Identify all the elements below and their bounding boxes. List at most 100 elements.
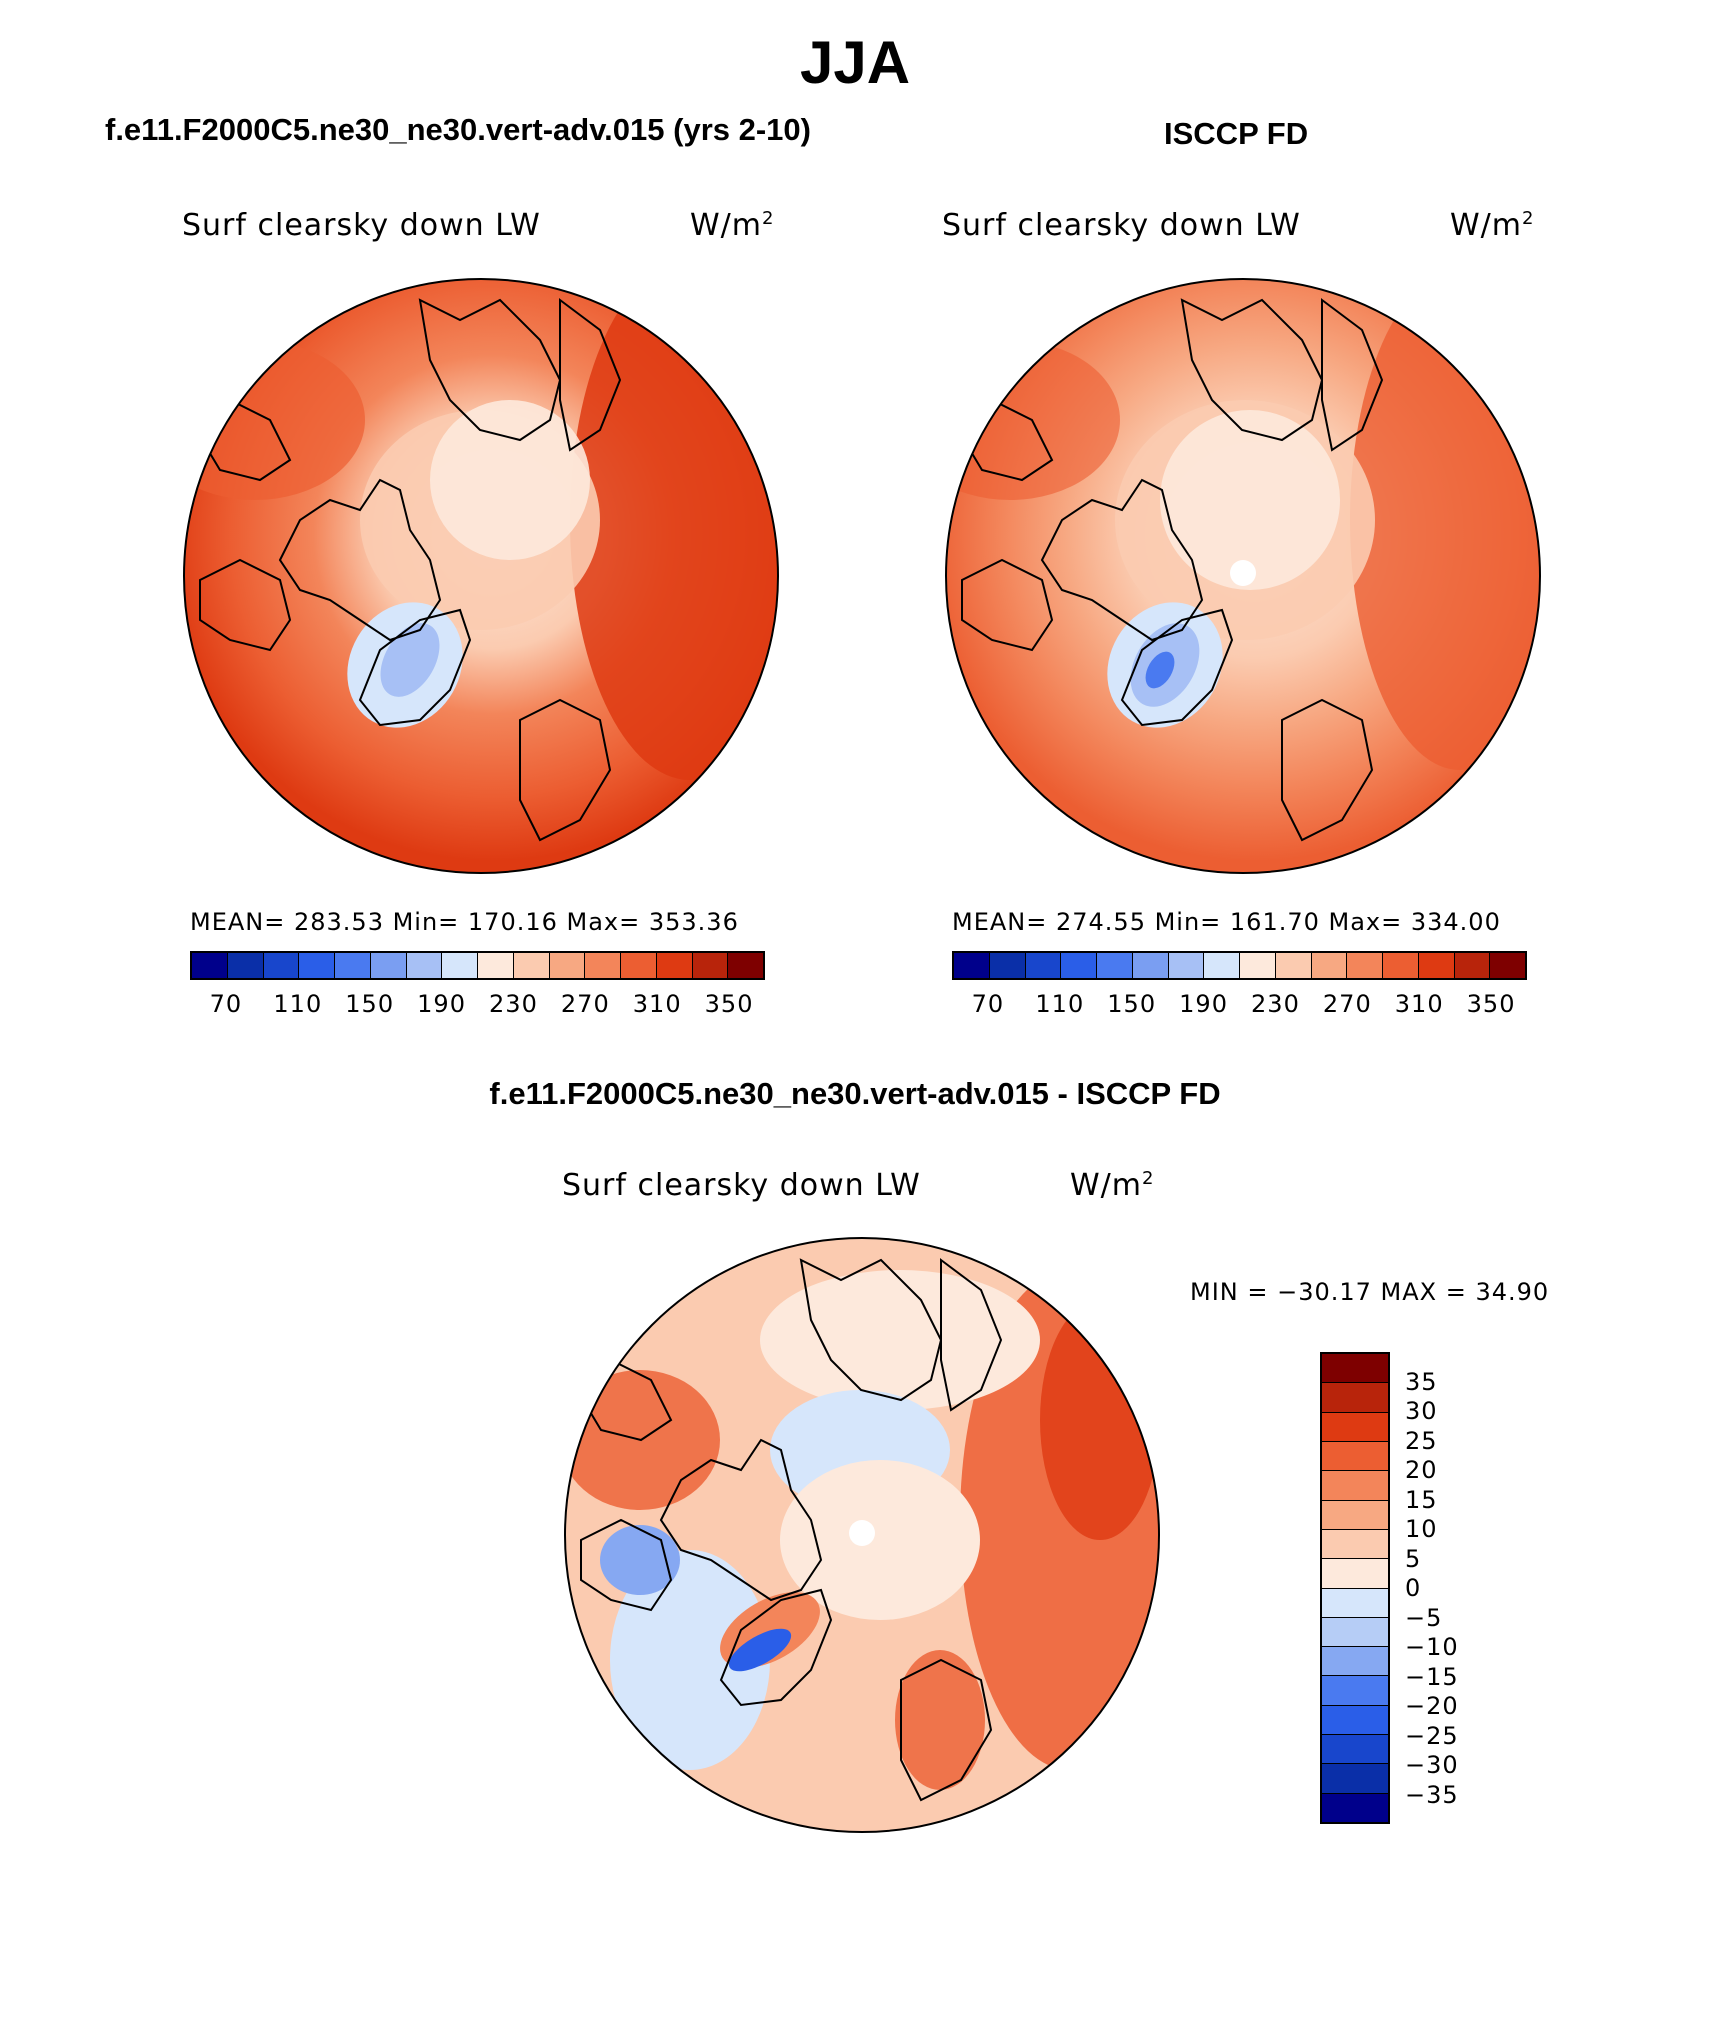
diff-colorbar-ticks: 35 30 25 20 15 10 5 0 −5 −10 −15 −20 −25 −30 −35 bbox=[1405, 1352, 1485, 1824]
colorbar-cell bbox=[728, 953, 763, 978]
colorbar-cell bbox=[1322, 1500, 1388, 1530]
page-title: JJA bbox=[799, 29, 911, 96]
diff-panel-title: f.e11.F2000C5.ne30_ne30.vert-adv.015 - I… bbox=[489, 1076, 1221, 1111]
obs-units-label: W/m2 bbox=[1450, 208, 1535, 243]
colorbar-tick-label: 270 bbox=[560, 990, 610, 1018]
colorbar-cell bbox=[1311, 953, 1348, 978]
colorbar-tick-label: 270 bbox=[1322, 990, 1372, 1018]
model-greenland-coast bbox=[358, 608, 472, 727]
colorbar-cell bbox=[227, 953, 264, 978]
colorbar-cell bbox=[1322, 1705, 1388, 1736]
model-stats: MEAN= 283.53 Min= 170.16 Max= 353.36 bbox=[190, 908, 739, 936]
colorbar-tick-label: −30 bbox=[1405, 1751, 1459, 1779]
colorbar-cell bbox=[989, 953, 1026, 978]
colorbar-cell bbox=[1322, 1529, 1388, 1560]
colorbar-tick-label: −10 bbox=[1405, 1633, 1459, 1661]
model-variable-label: Surf clearsky down LW bbox=[182, 208, 541, 243]
colorbar-tick-label: 35 bbox=[1405, 1367, 1438, 1396]
obs-colorbar bbox=[952, 951, 1527, 980]
diff-stats: MIN = −30.17 MAX = 34.90 bbox=[1190, 1278, 1550, 1306]
colorbar-cell bbox=[442, 953, 478, 978]
obs-colorbar-ticks: 70 110 150 190 230 270 310 350 bbox=[952, 990, 1527, 1020]
obs-greenland-cold bbox=[1107, 602, 1223, 728]
colorbar-cell bbox=[1418, 953, 1455, 978]
model-colorbar bbox=[190, 951, 765, 980]
obs-map-border bbox=[945, 278, 1541, 874]
colorbar-cell bbox=[954, 953, 990, 978]
colorbar-tick-label: 20 bbox=[1405, 1456, 1438, 1484]
colorbar-tick-label: −15 bbox=[1405, 1662, 1459, 1691]
colorbar-cell bbox=[656, 953, 693, 978]
colorbar-cell bbox=[1275, 953, 1312, 978]
colorbar-tick-label: 110 bbox=[273, 990, 323, 1018]
colorbar-cell bbox=[692, 953, 729, 978]
colorbar-cell bbox=[1322, 1354, 1388, 1384]
colorbar-cell bbox=[1025, 953, 1062, 978]
diff-positive-region bbox=[960, 1270, 1159, 1770]
colorbar-tick-label: 190 bbox=[417, 990, 466, 1018]
obs-warm-region bbox=[1350, 279, 1540, 770]
colorbar-cell bbox=[1322, 1383, 1388, 1413]
colorbar-cell bbox=[299, 953, 335, 978]
colorbar-cell bbox=[513, 953, 550, 978]
model-units-label: W/m2 bbox=[690, 208, 775, 243]
model-colorbar-ticks: 70 110 150 190 230 270 310 350 bbox=[190, 990, 765, 1020]
model-map-border bbox=[183, 278, 779, 874]
colorbar-tick-label: 110 bbox=[1035, 990, 1085, 1018]
model-warm-region bbox=[570, 279, 778, 780]
model-panel-title: f.e11.F2000C5.ne30_ne30.vert-adv.015 (yr… bbox=[105, 112, 811, 147]
colorbar-cell bbox=[1204, 953, 1240, 978]
colorbar-tick-label: 70 bbox=[971, 990, 1005, 1018]
colorbar-cell bbox=[1322, 1764, 1388, 1794]
colorbar-cell bbox=[585, 953, 621, 978]
obs-pole-missing bbox=[1230, 560, 1256, 586]
model-canadian-archipelago bbox=[278, 478, 442, 642]
colorbar-tick-label: −5 bbox=[1405, 1603, 1443, 1632]
model-scandinavia-coast bbox=[519, 698, 612, 842]
colorbar-tick-label: 190 bbox=[1179, 990, 1228, 1018]
model-greenland-cold bbox=[347, 602, 463, 728]
diff-pole-missing bbox=[849, 1520, 875, 1546]
colorbar-cell bbox=[1322, 1617, 1388, 1648]
diff-map-border bbox=[564, 1237, 1160, 1833]
colorbar-cell bbox=[335, 953, 371, 978]
colorbar-cell bbox=[1322, 1676, 1388, 1706]
diff-colorbar bbox=[1320, 1352, 1390, 1824]
colorbar-tick-label: 350 bbox=[1466, 990, 1516, 1018]
obs-panel-title: ISCCP FD bbox=[1164, 116, 1309, 151]
colorbar-cell bbox=[192, 953, 228, 978]
colorbar-tick-label: 310 bbox=[632, 990, 682, 1018]
colorbar-cell bbox=[1240, 953, 1276, 978]
colorbar-cell bbox=[1097, 953, 1133, 978]
colorbar-tick-label: 5 bbox=[1405, 1544, 1422, 1573]
colorbar-tick-label: 70 bbox=[209, 990, 243, 1018]
colorbar-cell bbox=[1322, 1559, 1388, 1589]
colorbar-cell bbox=[406, 953, 443, 978]
colorbar-cell bbox=[263, 953, 300, 978]
model-siberia-coast bbox=[418, 298, 562, 442]
diff-variable-label: Surf clearsky down LW bbox=[562, 1168, 921, 1203]
colorbar-cell bbox=[1322, 1793, 1388, 1822]
colorbar-tick-label: 230 bbox=[1251, 990, 1300, 1018]
obs-stats: MEAN= 274.55 Min= 161.70 Max= 334.00 bbox=[952, 908, 1501, 936]
colorbar-tick-label: 350 bbox=[704, 990, 754, 1018]
colorbar-cell bbox=[370, 953, 407, 978]
colorbar-tick-label: 150 bbox=[1107, 990, 1157, 1018]
colorbar-tick-label: −25 bbox=[1405, 1721, 1459, 1750]
colorbar-tick-label: 15 bbox=[1405, 1485, 1438, 1514]
colorbar-cell bbox=[1490, 953, 1525, 978]
diff-units-label: W/m2 bbox=[1070, 1168, 1155, 1203]
obs-variable-label: Surf clearsky down LW bbox=[942, 208, 1301, 243]
colorbar-tick-label: −20 bbox=[1405, 1692, 1459, 1720]
diff-negative-region bbox=[770, 1390, 950, 1510]
colorbar-cell bbox=[1168, 953, 1205, 978]
colorbar-cell bbox=[1132, 953, 1169, 978]
colorbar-cell bbox=[1322, 1647, 1388, 1677]
colorbar-cell bbox=[1322, 1412, 1388, 1442]
colorbar-tick-label: 230 bbox=[489, 990, 538, 1018]
colorbar-cell bbox=[1322, 1441, 1388, 1472]
colorbar-tick-label: 10 bbox=[1405, 1515, 1438, 1543]
colorbar-tick-label: 310 bbox=[1394, 990, 1444, 1018]
colorbar-tick-label: 0 bbox=[1405, 1574, 1422, 1602]
colorbar-cell bbox=[478, 953, 514, 978]
